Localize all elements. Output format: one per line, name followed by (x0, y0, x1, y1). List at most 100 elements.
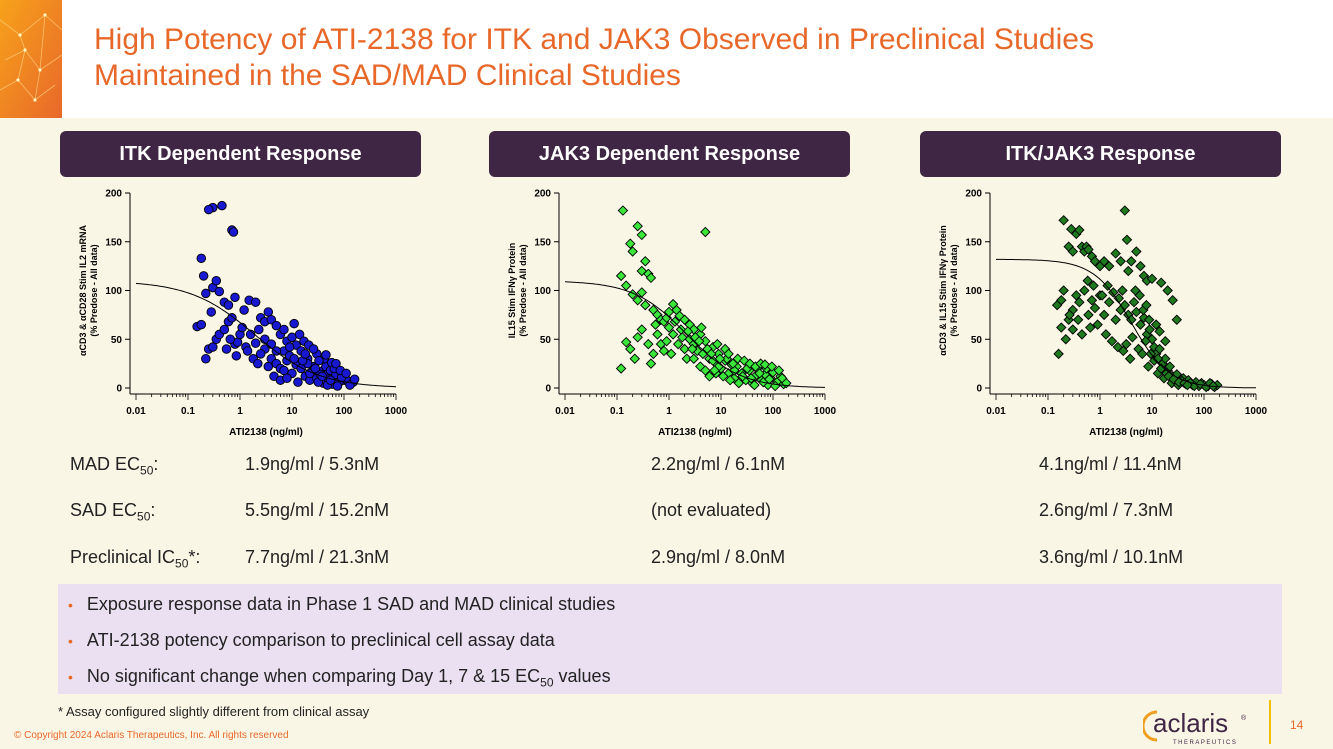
data-point (1083, 309, 1094, 321)
data-point (1058, 215, 1069, 226)
data-point (221, 344, 232, 354)
row-label-text: Preclinical IC (70, 547, 176, 567)
bullet-3-text: No significant change when comparing Day… (86, 666, 541, 686)
y-tick-label: 150 (534, 237, 551, 248)
data-point (1118, 345, 1129, 357)
chart-jak3-svg: 0 50 100 150 200 0.01 0.1 1 10 100 1000 ATI2138 (ng… (507, 189, 837, 439)
data-point (1110, 314, 1121, 325)
data-point (693, 335, 705, 347)
data-point (1083, 244, 1094, 255)
data-point (300, 349, 311, 359)
data-point (1066, 223, 1077, 235)
bullet-1-text: Exposure response data in Phase 1 SAD an… (86, 594, 616, 614)
x-tick-label: 100 (336, 406, 353, 417)
row-sad: SAD EC50: 5.5ng/ml / 15.2nM (not evaluat… (0, 500, 1333, 530)
data-point (1074, 296, 1085, 308)
data-point (1074, 224, 1085, 236)
data-point (1121, 234, 1133, 246)
data-point (723, 348, 734, 360)
row-label-suffix: *: (188, 547, 201, 567)
data-point (1124, 353, 1136, 364)
data-point (1131, 246, 1142, 257)
aclaris-logo: aclaris ® THERAPEUTICS (1143, 708, 1247, 746)
x-axis-label: ATI2138 (ng/ml) (1089, 427, 1163, 438)
data-point (617, 205, 629, 216)
y-axis-label-line-2: (% Predose - All data) (89, 244, 99, 336)
x-tick-label: 0.01 (986, 406, 1006, 417)
data-point (196, 319, 207, 330)
data-point (325, 375, 336, 385)
x-tick-label: 100 (765, 406, 782, 417)
mad-itk-jak3-value: 4.1ng/ml / 11.4nM (1039, 454, 1182, 474)
x-tick-label: 1 (237, 406, 243, 417)
data-point (1143, 361, 1154, 372)
page-number: 14 (1290, 718, 1304, 732)
data-point (1076, 329, 1088, 340)
data-point (1144, 324, 1155, 335)
y-tick-label: 150 (965, 237, 982, 248)
data-point (293, 377, 303, 387)
chart-itk-svg: 0 50 100 150 200 0.01 0.1 1 10 100 1000 ATI2138 (ng… (78, 189, 408, 439)
bullet-3-sub: 50 (540, 675, 554, 690)
logo-wordmark: aclaris (1153, 708, 1228, 738)
row-label-sub: 50 (137, 509, 151, 524)
data-point (198, 271, 209, 281)
y-axis-label-line-1: IL15 Stim IFNγ Protein (507, 243, 517, 339)
decorative-corner-image (0, 0, 62, 118)
data-points (1051, 205, 1223, 393)
data-points (192, 200, 360, 391)
data-point (1056, 322, 1067, 333)
data-point (759, 359, 771, 370)
data-point (250, 338, 261, 348)
data-point (279, 365, 289, 376)
x-axis-label: ATI2138 (ng/ml) (229, 427, 303, 438)
data-point (1171, 314, 1183, 325)
data-point (1098, 309, 1110, 321)
data-point (289, 318, 299, 329)
data-point (1060, 334, 1072, 345)
data-point (773, 365, 785, 376)
data-point (1110, 248, 1121, 259)
data-point (239, 305, 249, 315)
data-point (615, 363, 627, 374)
row-label-suffix: : (150, 500, 156, 520)
data-point (700, 365, 711, 376)
data-point (321, 350, 331, 360)
bullet-3: • No significant change when comparing Da… (68, 666, 611, 692)
data-point (1127, 332, 1138, 343)
data-point (636, 229, 648, 241)
data-point (314, 355, 324, 366)
data-point (308, 344, 319, 354)
data-point (650, 319, 661, 330)
y-tick-label: 200 (534, 189, 551, 200)
y-tick-label: 200 (105, 189, 122, 200)
x-tick-label: 10 (1146, 406, 1158, 417)
data-point (636, 265, 648, 277)
data-point (208, 342, 218, 352)
y-tick-label: 0 (976, 384, 982, 395)
data-point (1126, 256, 1137, 267)
footnote: * Assay configured slightly different fr… (58, 704, 370, 719)
y-axis-label-line-1: αCD3 & αCD28 Stim IL2 mRNA (78, 224, 88, 356)
data-point (1143, 314, 1155, 325)
data-point (1154, 343, 1165, 355)
row-mad: MAD EC50: 1.9ng/ml / 5.3nM 2.2ng/ml / 6.… (0, 454, 1333, 484)
panel-heading-itk-jak3: ITK/JAK3 Response (920, 131, 1281, 177)
data-point (211, 275, 222, 286)
data-point (672, 338, 684, 350)
data-point (282, 373, 292, 383)
title-bar (0, 0, 1333, 118)
data-point (294, 329, 305, 340)
data-point (1071, 290, 1082, 301)
data-point (217, 200, 227, 211)
chart-itk-jak3-svg: 0 50 100 150 200 0.01 0.1 1 10 100 1000 ATI2138 (ng… (938, 189, 1268, 439)
y-tick-label: 0 (545, 384, 551, 395)
row-label-suffix: : (153, 454, 159, 474)
data-point (661, 335, 672, 347)
data-point (640, 299, 651, 311)
logo-registered-mark: ® (1241, 714, 1247, 722)
data-point (1117, 285, 1128, 296)
panel-heading-itk: ITK Dependent Response (60, 131, 421, 177)
data-point (1086, 295, 1098, 306)
footer-divider (1269, 700, 1271, 744)
